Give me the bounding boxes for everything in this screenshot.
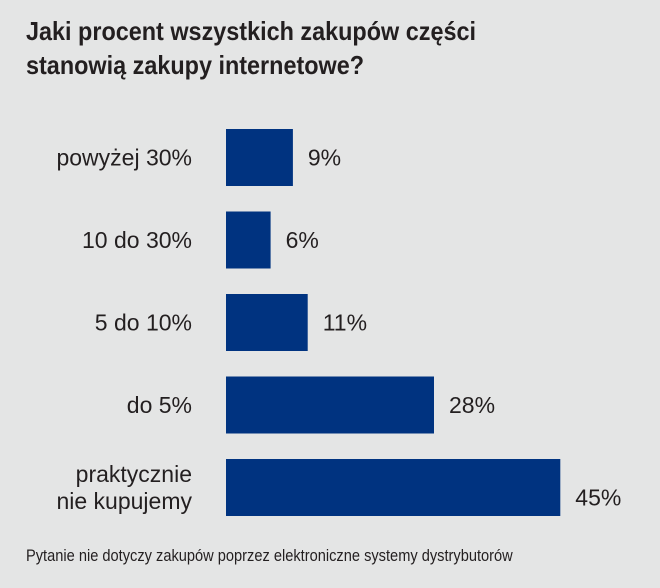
bar-5 [226,459,561,516]
bar-4 [226,376,434,434]
chart-title: Jaki procent wszystkich zakupów części s… [26,14,575,82]
chart-footnote: Pytanie nie dotyczy zakupów poprzez elek… [26,546,513,565]
category-label-line: praktycznie [76,461,192,487]
value-label-1: 9% [308,145,341,171]
category-label-5: praktycznie nie kupujemy [56,461,192,514]
category-label-1: powyżej 30% [56,145,192,171]
category-label-2: 10 do 30% [82,227,192,253]
bar-3 [226,294,308,351]
bar-2 [226,211,271,269]
value-label-5: 45% [575,485,621,511]
category-label-line: nie kupujemy [56,488,192,514]
value-label-3: 11% [323,310,367,336]
category-label-line: 10 do 30% [82,227,192,253]
value-label-2: 6% [286,227,319,253]
category-label-line: powyżej 30% [56,145,192,171]
chart-title-line-2: stanowią zakupy internetowe? [26,50,365,80]
value-label-4: 28% [449,392,495,418]
category-label-line: 5 do 10% [95,310,192,336]
bar-1 [226,129,293,186]
category-label-line: do 5% [127,392,192,418]
category-label-3: 5 do 10% [95,310,192,336]
category-label-4: do 5% [127,392,192,418]
chart-title-line-1: Jaki procent wszystkich zakupów części [26,16,476,46]
